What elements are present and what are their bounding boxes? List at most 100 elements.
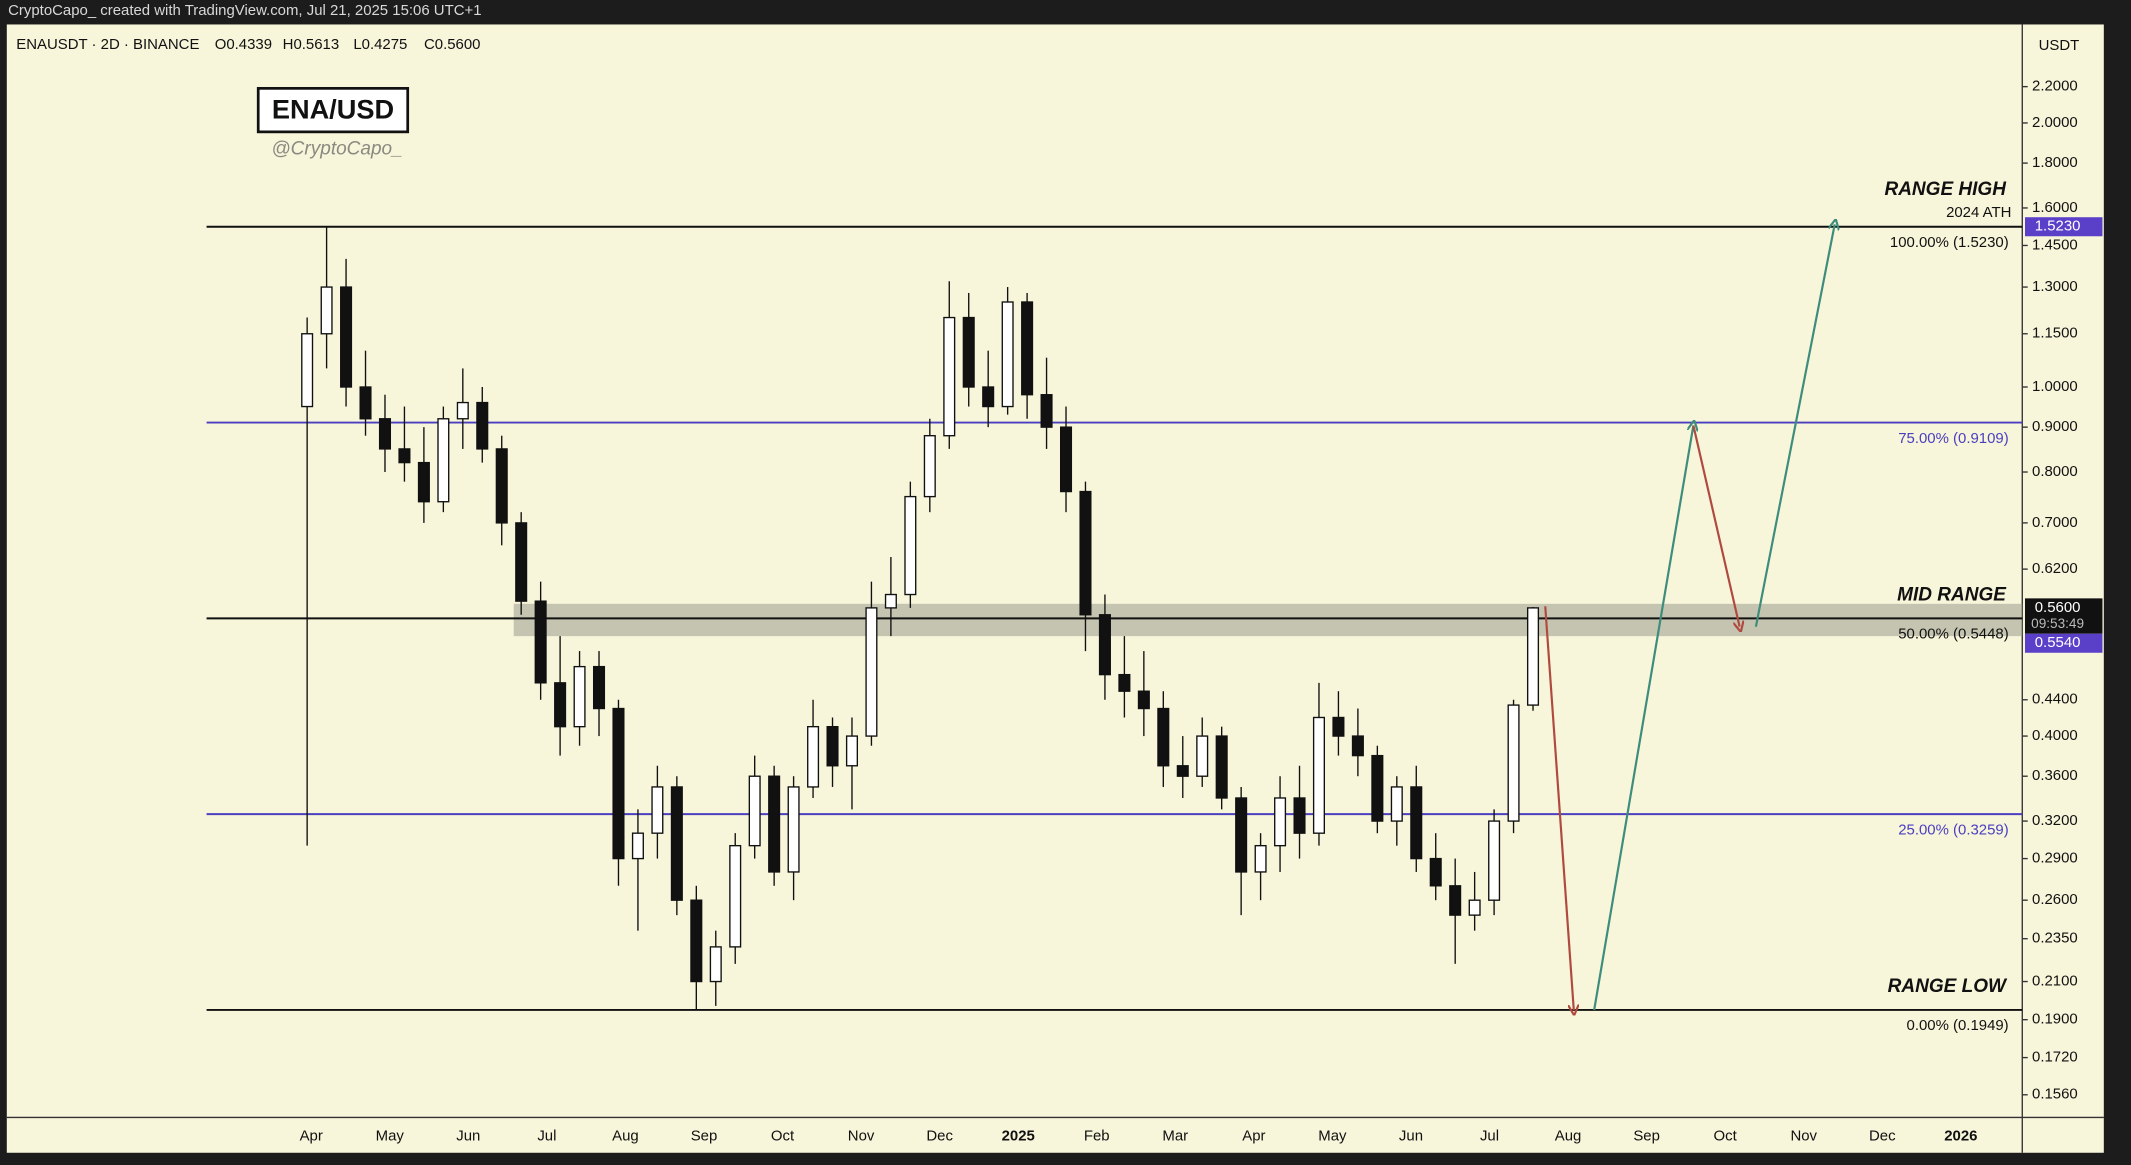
candle-body: [1196, 735, 1209, 777]
candle-body: [495, 448, 508, 524]
candle-body: [670, 786, 683, 901]
ohlc-value: L0.4275: [353, 36, 407, 53]
candle-body: [1254, 844, 1267, 873]
candle-body: [923, 435, 936, 498]
y-tick-label: 0.2350: [2032, 930, 2078, 947]
x-tick-label: Apr: [300, 1127, 323, 1144]
y-tick-label: 0.6200: [2032, 560, 2078, 577]
x-tick-label: Nov: [1790, 1127, 1817, 1144]
y-tick-label: 0.4400: [2032, 691, 2078, 708]
candle-body: [729, 844, 742, 948]
level-label: 75.00% (0.9109): [1898, 430, 2008, 447]
x-tick-label: 2026: [1944, 1127, 1977, 1144]
candle-body: [1410, 786, 1423, 860]
candle-body: [690, 899, 703, 983]
candle-body: [1098, 614, 1111, 676]
candle-body: [904, 495, 917, 596]
x-tick-label: 2025: [1002, 1127, 1035, 1144]
y-tick-label: 0.9000: [2032, 418, 2078, 435]
candle-body: [865, 607, 878, 737]
candle-body: [1449, 885, 1462, 916]
x-tick-label: Jul: [537, 1127, 556, 1144]
x-tick-label: Feb: [1084, 1127, 1110, 1144]
x-tick-label: Jun: [1399, 1127, 1423, 1144]
y-tick-label: 1.1500: [2032, 325, 2078, 342]
candle-body: [1079, 490, 1092, 616]
candle-body: [612, 707, 625, 860]
x-tick-label: Sep: [1633, 1127, 1660, 1144]
candle-body: [1332, 716, 1345, 737]
ohlc-value: H0.5613: [283, 36, 339, 53]
candle-body: [1488, 820, 1501, 901]
x-tick-label: Apr: [1242, 1127, 1265, 1144]
price-badge: [2024, 633, 2103, 653]
y-tick-label: 0.2900: [2032, 850, 2078, 867]
y-tick-label: 1.4500: [2032, 236, 2078, 253]
price-badge-label: 0.5540: [2035, 634, 2081, 651]
candle-body: [1235, 797, 1248, 873]
x-tick-label: May: [1318, 1127, 1347, 1144]
y-tick-label: 0.8000: [2032, 463, 2078, 480]
candle-body: [807, 725, 820, 788]
candle-body: [359, 386, 372, 420]
candle-body: [1351, 735, 1364, 757]
ohlc-value: C0.5600: [424, 36, 480, 53]
level-title: RANGE HIGH: [1884, 179, 2007, 200]
candle-body: [884, 593, 897, 609]
countdown: 09:53:49: [2031, 616, 2084, 631]
candle-body: [1040, 394, 1053, 428]
x-tick-label: Sep: [691, 1127, 718, 1144]
candle-body: [398, 448, 411, 464]
candle-body: [476, 401, 489, 450]
candle-body: [1390, 786, 1403, 822]
arrow: [1692, 425, 1739, 626]
candle-body: [515, 522, 528, 602]
candle-body: [768, 775, 781, 873]
candle-body: [1371, 754, 1384, 822]
level-label: 25.00% (0.3259): [1898, 821, 2008, 838]
candle-body: [437, 418, 450, 503]
y-tick-label: 1.6000: [2032, 199, 2078, 216]
x-tick-label: Mar: [1162, 1127, 1188, 1144]
price-badge: [2024, 217, 2103, 237]
time-axis: [6, 1117, 2104, 1153]
x-tick-label: Oct: [1714, 1127, 1738, 1144]
y-tick-label: 0.4000: [2032, 727, 2078, 744]
axis-unit: USDT: [2039, 37, 2080, 54]
candle-body: [417, 461, 430, 503]
price-axis: [2022, 24, 2104, 1118]
x-tick-label: Dec: [926, 1127, 953, 1144]
candle-body: [943, 316, 956, 437]
x-tick-label: Aug: [612, 1127, 639, 1144]
level-label: 100.00% (1.5230): [1890, 234, 2009, 251]
arrow: [1544, 606, 1574, 1010]
candle-body: [709, 946, 722, 983]
y-tick-label: 1.0000: [2032, 378, 2078, 395]
frame-edge: [2106, 0, 2131, 1165]
candle-body: [1215, 735, 1228, 799]
y-tick-label: 0.1900: [2032, 1011, 2078, 1028]
x-tick-label: Aug: [1555, 1127, 1582, 1144]
candle-body: [982, 386, 995, 408]
header: CryptoCapo_ created with TradingView.com…: [8, 2, 481, 19]
candle-body: [456, 401, 469, 420]
level-title: MID RANGE: [1897, 584, 2007, 605]
candle-body: [573, 665, 586, 728]
watermark-box: [256, 87, 410, 134]
y-tick-label: 2.0000: [2032, 114, 2078, 131]
candle-body: [962, 316, 975, 388]
y-tick-label: 0.1720: [2032, 1049, 2078, 1066]
watermark-subtitle: @CryptoCapo_: [271, 139, 402, 160]
y-tick-label: 2.2000: [2032, 78, 2078, 95]
candle-body: [1429, 857, 1442, 887]
candle-body: [534, 600, 547, 684]
y-tick-label: 0.2100: [2032, 972, 2078, 989]
projection-arrows: [1544, 224, 1834, 1010]
watermark-title: ENA/USD: [272, 94, 394, 125]
candle-body: [1021, 301, 1034, 396]
candle-body: [845, 735, 859, 767]
y-tick-label: 0.1560: [2032, 1086, 2078, 1103]
candle-body: [301, 333, 314, 408]
x-tick-label: Jun: [456, 1127, 480, 1144]
